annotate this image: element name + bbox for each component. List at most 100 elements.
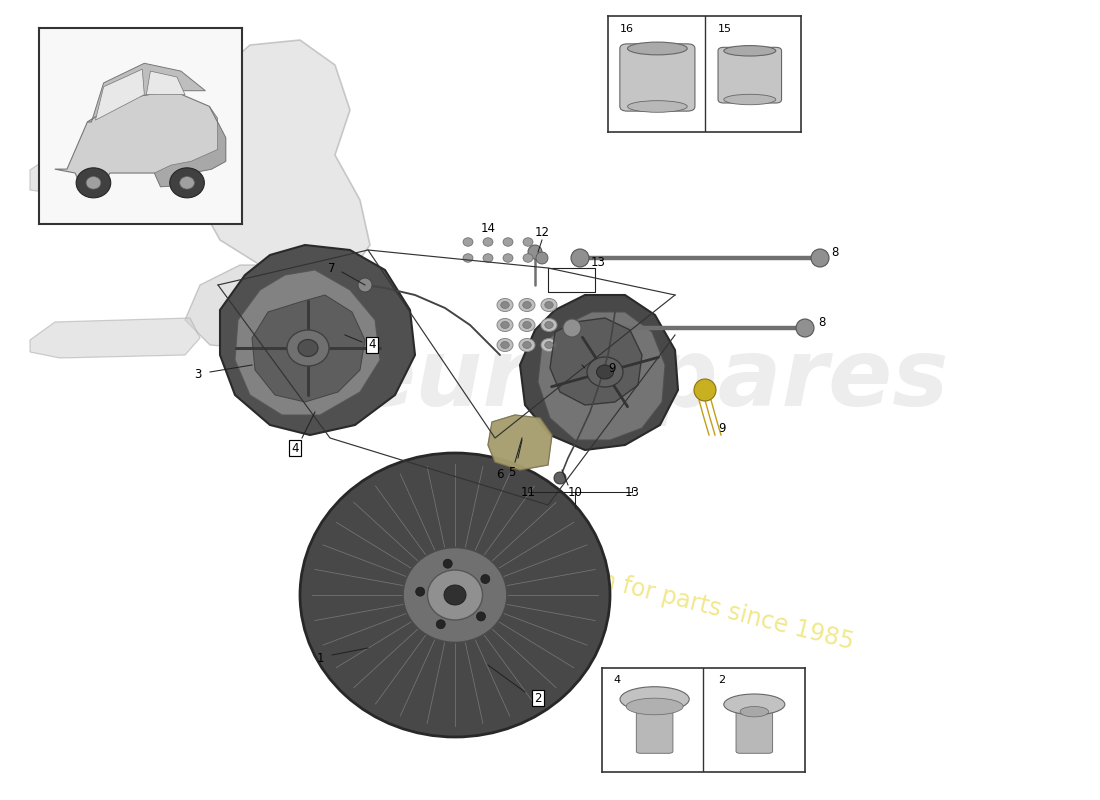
Text: 9: 9 — [608, 362, 616, 374]
Circle shape — [554, 472, 566, 484]
Circle shape — [416, 587, 425, 596]
Ellipse shape — [463, 254, 473, 262]
Polygon shape — [185, 265, 350, 350]
Ellipse shape — [522, 254, 534, 262]
Ellipse shape — [428, 570, 483, 620]
Text: 6: 6 — [496, 469, 504, 482]
Polygon shape — [185, 40, 370, 285]
Circle shape — [528, 245, 542, 259]
Ellipse shape — [724, 694, 784, 715]
Text: 10: 10 — [568, 486, 582, 498]
Text: 1: 1 — [317, 651, 323, 665]
Ellipse shape — [522, 322, 531, 329]
Ellipse shape — [519, 298, 535, 311]
Circle shape — [481, 574, 490, 583]
Text: eurospares: eurospares — [351, 334, 948, 426]
Ellipse shape — [627, 42, 688, 55]
Ellipse shape — [300, 453, 610, 737]
Polygon shape — [96, 69, 144, 120]
Polygon shape — [154, 106, 226, 186]
Text: 15: 15 — [718, 24, 732, 34]
Ellipse shape — [596, 365, 614, 379]
Ellipse shape — [463, 238, 473, 246]
Circle shape — [563, 319, 581, 337]
Ellipse shape — [298, 339, 318, 357]
Text: 4: 4 — [368, 338, 376, 351]
Text: 4: 4 — [292, 442, 299, 454]
Ellipse shape — [541, 298, 557, 311]
FancyBboxPatch shape — [636, 697, 673, 754]
Ellipse shape — [724, 46, 776, 56]
Ellipse shape — [724, 94, 776, 105]
Circle shape — [571, 249, 588, 267]
Circle shape — [443, 559, 452, 568]
Ellipse shape — [544, 302, 553, 309]
Text: 12: 12 — [535, 226, 550, 238]
Ellipse shape — [483, 238, 493, 246]
Ellipse shape — [403, 547, 507, 642]
Ellipse shape — [444, 585, 466, 605]
Ellipse shape — [76, 168, 111, 198]
Text: 14: 14 — [481, 222, 495, 234]
Ellipse shape — [497, 338, 513, 351]
Ellipse shape — [627, 101, 688, 112]
Ellipse shape — [169, 168, 205, 198]
Ellipse shape — [620, 686, 690, 712]
Text: 9: 9 — [718, 422, 726, 434]
Text: 7: 7 — [328, 262, 336, 274]
Polygon shape — [30, 140, 214, 195]
Ellipse shape — [483, 254, 493, 262]
Text: 8: 8 — [832, 246, 838, 258]
Circle shape — [811, 249, 829, 267]
Text: 4: 4 — [614, 675, 622, 686]
Ellipse shape — [287, 330, 329, 366]
Polygon shape — [235, 270, 380, 415]
Text: a passion for parts since 1985: a passion for parts since 1985 — [504, 545, 856, 655]
Polygon shape — [538, 312, 666, 440]
Ellipse shape — [500, 322, 509, 329]
Ellipse shape — [86, 177, 101, 189]
Polygon shape — [488, 415, 552, 470]
Ellipse shape — [503, 254, 513, 262]
FancyBboxPatch shape — [620, 44, 695, 111]
Text: 13: 13 — [625, 486, 639, 498]
Ellipse shape — [740, 706, 769, 717]
Ellipse shape — [541, 338, 557, 351]
Polygon shape — [30, 318, 200, 358]
Ellipse shape — [541, 318, 557, 331]
Polygon shape — [488, 415, 552, 470]
Ellipse shape — [500, 342, 509, 349]
Circle shape — [694, 379, 716, 401]
Text: 5: 5 — [508, 466, 516, 478]
Ellipse shape — [497, 298, 513, 311]
Ellipse shape — [500, 302, 509, 309]
Text: 13: 13 — [591, 255, 605, 269]
Ellipse shape — [519, 318, 535, 331]
FancyBboxPatch shape — [736, 702, 772, 754]
Ellipse shape — [519, 338, 535, 351]
Polygon shape — [220, 245, 415, 435]
Ellipse shape — [503, 238, 513, 246]
Circle shape — [796, 319, 814, 337]
Polygon shape — [146, 71, 185, 94]
Text: 2: 2 — [535, 691, 541, 705]
Ellipse shape — [522, 302, 531, 309]
Text: 8: 8 — [818, 315, 826, 329]
Polygon shape — [520, 295, 678, 450]
Polygon shape — [55, 90, 225, 186]
Ellipse shape — [522, 342, 531, 349]
Ellipse shape — [497, 318, 513, 331]
Text: 3: 3 — [195, 369, 201, 382]
Ellipse shape — [626, 698, 683, 715]
Polygon shape — [550, 318, 642, 405]
Circle shape — [476, 612, 485, 621]
Ellipse shape — [522, 238, 534, 246]
Text: 16: 16 — [620, 24, 634, 34]
Text: 2: 2 — [717, 675, 725, 686]
Circle shape — [437, 620, 446, 629]
Polygon shape — [87, 63, 206, 122]
FancyBboxPatch shape — [718, 47, 781, 103]
Ellipse shape — [544, 322, 553, 329]
Ellipse shape — [179, 177, 195, 189]
Circle shape — [536, 252, 548, 264]
